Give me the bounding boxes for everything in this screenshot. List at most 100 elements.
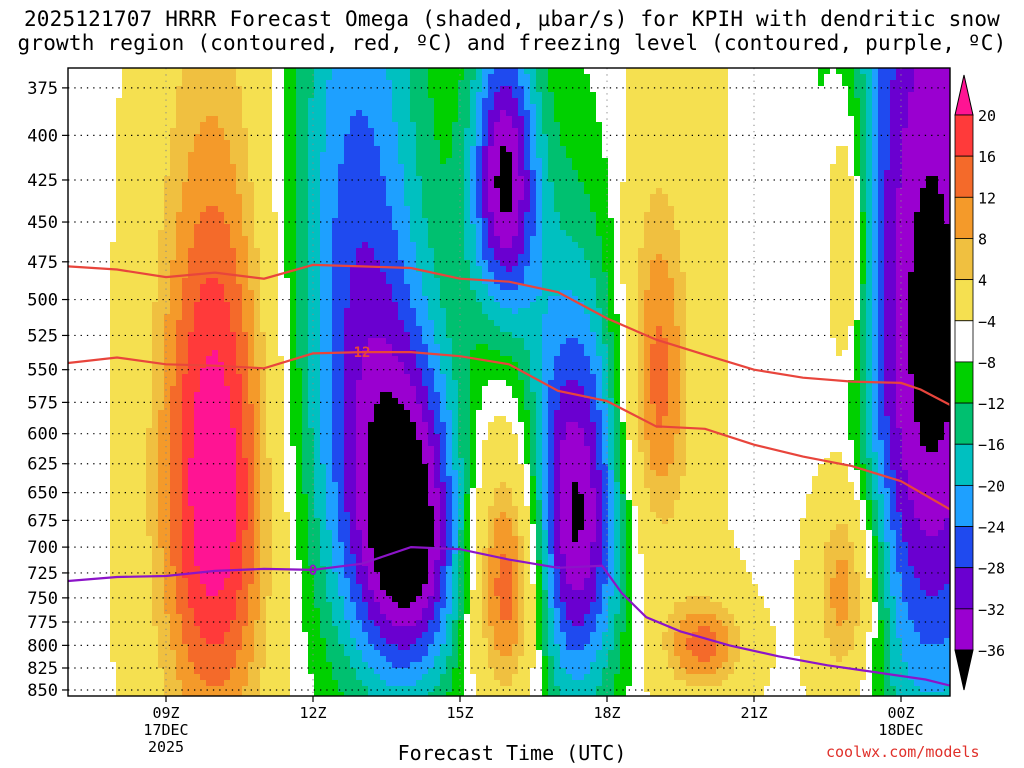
omega-cell xyxy=(104,476,111,483)
omega-cell xyxy=(206,308,213,315)
omega-cell xyxy=(74,614,81,621)
omega-cell xyxy=(110,620,117,627)
omega-cell xyxy=(134,518,141,525)
omega-cell xyxy=(188,596,195,603)
omega-cell xyxy=(278,110,285,117)
omega-cell xyxy=(236,572,243,579)
omega-cell xyxy=(296,296,303,303)
omega-cell xyxy=(146,248,153,255)
omega-cell xyxy=(116,578,123,585)
omega-cell xyxy=(224,326,231,333)
omega-cell xyxy=(140,638,147,645)
omega-cell xyxy=(86,626,93,633)
omega-cell xyxy=(260,428,267,435)
omega-cell xyxy=(296,320,303,327)
omega-cell xyxy=(332,452,339,459)
omega-cell xyxy=(302,350,309,357)
omega-cell xyxy=(272,536,279,543)
omega-cell xyxy=(200,344,207,351)
omega-cell xyxy=(200,176,207,183)
omega-cell xyxy=(320,170,327,177)
omega-cell xyxy=(308,248,315,255)
omega-cell xyxy=(74,512,81,519)
omega-cell xyxy=(266,464,273,471)
omega-cell xyxy=(326,644,333,651)
omega-cell xyxy=(68,506,75,513)
omega-cell xyxy=(236,350,243,357)
omega-cell xyxy=(140,230,147,237)
omega-cell xyxy=(86,326,93,333)
omega-cell xyxy=(206,530,213,537)
omega-cell xyxy=(170,656,177,663)
omega-cell xyxy=(308,686,315,693)
omega-cell xyxy=(212,230,219,237)
omega-cell xyxy=(242,620,249,627)
omega-cell xyxy=(92,440,99,447)
omega-cell xyxy=(230,326,237,333)
omega-cell xyxy=(272,470,279,477)
omega-cell xyxy=(104,614,111,621)
omega-cell xyxy=(140,284,147,291)
omega-cell xyxy=(158,392,165,399)
omega-cell xyxy=(218,428,225,435)
omega-cell xyxy=(260,110,267,117)
omega-cell xyxy=(206,254,213,261)
omega-cell xyxy=(98,518,105,525)
omega-cell xyxy=(170,638,177,645)
omega-cell xyxy=(320,488,327,495)
omega-cell xyxy=(152,194,159,201)
omega-cell xyxy=(110,674,117,681)
omega-cell xyxy=(236,494,243,501)
omega-cell xyxy=(350,86,357,93)
omega-cell xyxy=(194,536,201,543)
omega-cell xyxy=(248,86,255,93)
omega-cell xyxy=(260,686,267,693)
omega-cell xyxy=(290,230,297,237)
omega-cell xyxy=(128,110,135,117)
omega-cell xyxy=(224,638,231,645)
omega-cell xyxy=(158,692,165,696)
omega-cell xyxy=(290,638,297,645)
omega-cell xyxy=(116,74,123,81)
omega-cell xyxy=(224,470,231,477)
omega-cell xyxy=(206,446,213,453)
omega-cell xyxy=(134,614,141,621)
omega-cell xyxy=(338,578,345,585)
omega-cell xyxy=(272,656,279,663)
omega-cell xyxy=(164,458,171,465)
omega-cell xyxy=(236,560,243,567)
omega-cell xyxy=(200,476,207,483)
omega-cell xyxy=(224,320,231,327)
omega-cell xyxy=(86,548,93,555)
omega-cell xyxy=(176,68,183,75)
omega-cell xyxy=(152,188,159,195)
omega-cell xyxy=(332,500,339,507)
omega-cell xyxy=(302,602,309,609)
omega-cell xyxy=(140,68,147,75)
omega-cell xyxy=(206,506,213,513)
omega-cell xyxy=(98,326,105,333)
omega-cell xyxy=(302,164,309,171)
omega-cell xyxy=(230,578,237,585)
omega-cell xyxy=(86,356,93,363)
omega-cell xyxy=(68,524,75,531)
omega-cell xyxy=(284,524,291,531)
omega-cell xyxy=(278,128,285,135)
omega-cell xyxy=(218,308,225,315)
omega-cell xyxy=(68,194,75,201)
omega-cell xyxy=(212,128,219,135)
omega-cell xyxy=(260,518,267,525)
omega-cell xyxy=(218,194,225,201)
omega-cell xyxy=(206,218,213,225)
omega-cell xyxy=(332,188,339,195)
omega-cell xyxy=(110,518,117,525)
omega-cell xyxy=(158,236,165,243)
omega-cell xyxy=(176,518,183,525)
omega-cell xyxy=(344,674,351,681)
omega-cell xyxy=(164,452,171,459)
omega-cell xyxy=(260,392,267,399)
omega-cell xyxy=(92,350,99,357)
omega-cell xyxy=(182,596,189,603)
omega-cell xyxy=(146,206,153,213)
omega-cell xyxy=(260,86,267,93)
